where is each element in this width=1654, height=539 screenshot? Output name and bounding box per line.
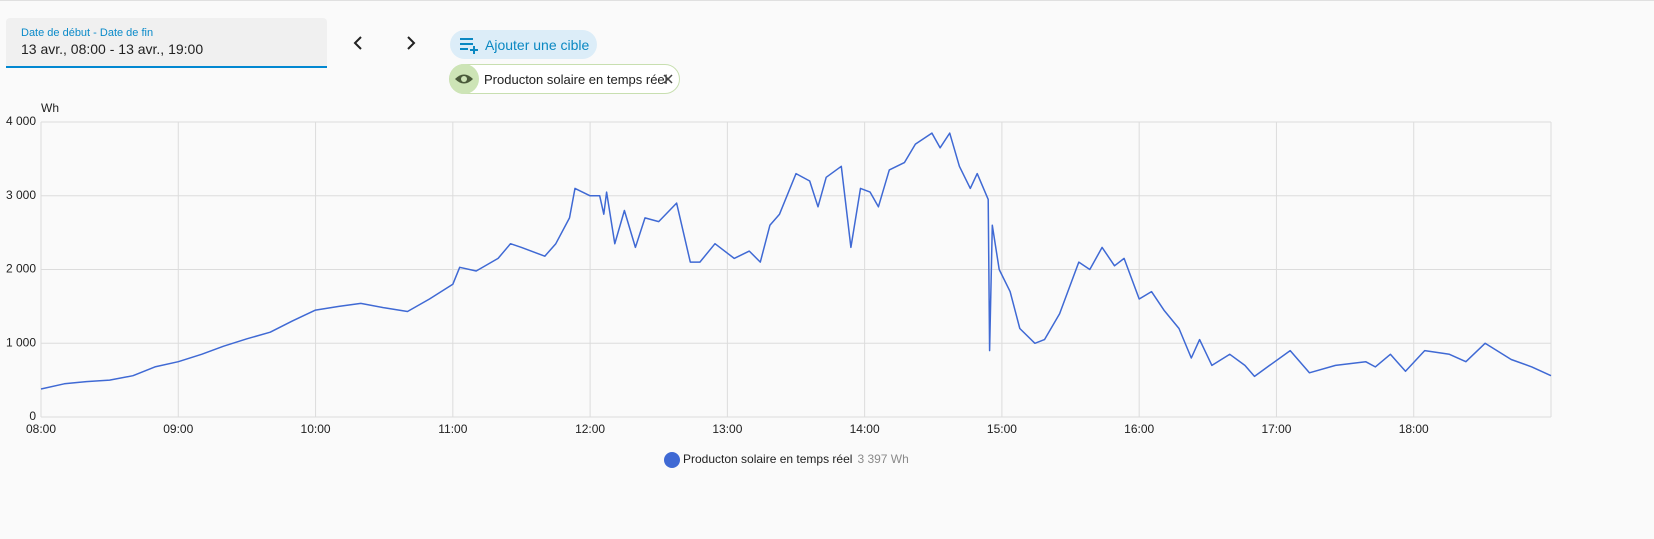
line <box>40 132 1552 390</box>
y-tick-label: 0 <box>29 409 36 423</box>
x-tick-label: 18:00 <box>1399 422 1429 436</box>
x-tick-label: 12:00 <box>575 422 605 436</box>
x-tick-label: 08:00 <box>26 422 56 436</box>
chart: Wh 0 1 000 2 000 3 000 4 000 08:00 09:00 10:00 1… <box>6 101 1552 468</box>
previous-button[interactable] <box>348 33 368 53</box>
next-button[interactable] <box>401 33 421 53</box>
date-value: 13 avr., 08:00 - 13 avr., 19:00 <box>21 41 204 57</box>
target-text: Producton solaire en temps réel <box>484 72 668 87</box>
date-label: Date de début - Date de fin <box>21 27 154 39</box>
x-tick-label: 17:00 <box>1261 422 1291 436</box>
y-tick-label: 2 000 <box>6 262 36 276</box>
add-target-button[interactable]: Ajouter une cible <box>450 30 597 59</box>
x-tick-label: 15:00 <box>987 422 1017 436</box>
eye-icon <box>450 64 479 94</box>
x-tick-label: 14:00 <box>850 422 880 436</box>
y-tick-label: 1 000 <box>6 335 36 349</box>
x-tick-label: 09:00 <box>163 422 193 436</box>
remove-target[interactable] <box>662 73 674 85</box>
y-tick-label: 4 000 <box>6 114 36 128</box>
x-tick-label: 16:00 <box>1124 422 1154 436</box>
legend-label: Producton solaire en temps réel <box>683 452 852 466</box>
target-chip[interactable]: Producton solaire en temps réel <box>449 64 680 94</box>
legend-swatch <box>664 452 680 468</box>
y-tick-label: 3 000 <box>6 188 36 202</box>
add-icon <box>460 38 478 54</box>
x-tick-label: 13:00 <box>712 422 742 436</box>
legend-value: 3 397 Wh <box>857 452 908 466</box>
x-tick-label: 10:00 <box>301 422 331 436</box>
date-range-field[interactable]: Date de début - Date de fin 13 avr., 08:… <box>6 18 327 68</box>
add-target-text: Ajouter une cible <box>485 37 590 53</box>
x-tick-label: 11:00 <box>438 422 467 436</box>
y-unit: Wh <box>41 101 59 115</box>
